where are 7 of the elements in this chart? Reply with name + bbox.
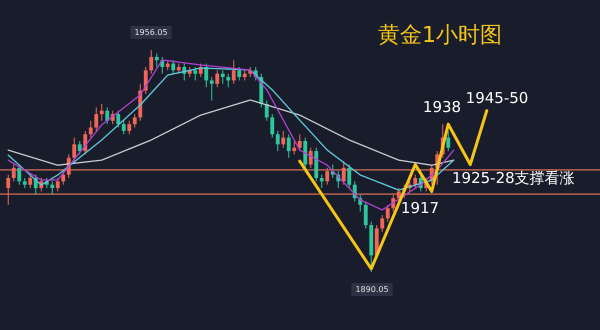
annotation: 1945-50: [466, 89, 528, 107]
annotation: 1938: [422, 98, 462, 116]
text: 1890.05: [355, 285, 389, 294]
chart-title: 黄金1小时图: [378, 23, 502, 48]
annotation: 1917: [400, 199, 440, 217]
text: 1956.05: [134, 28, 168, 37]
annotation: 1925-28支撑看涨: [452, 169, 575, 187]
